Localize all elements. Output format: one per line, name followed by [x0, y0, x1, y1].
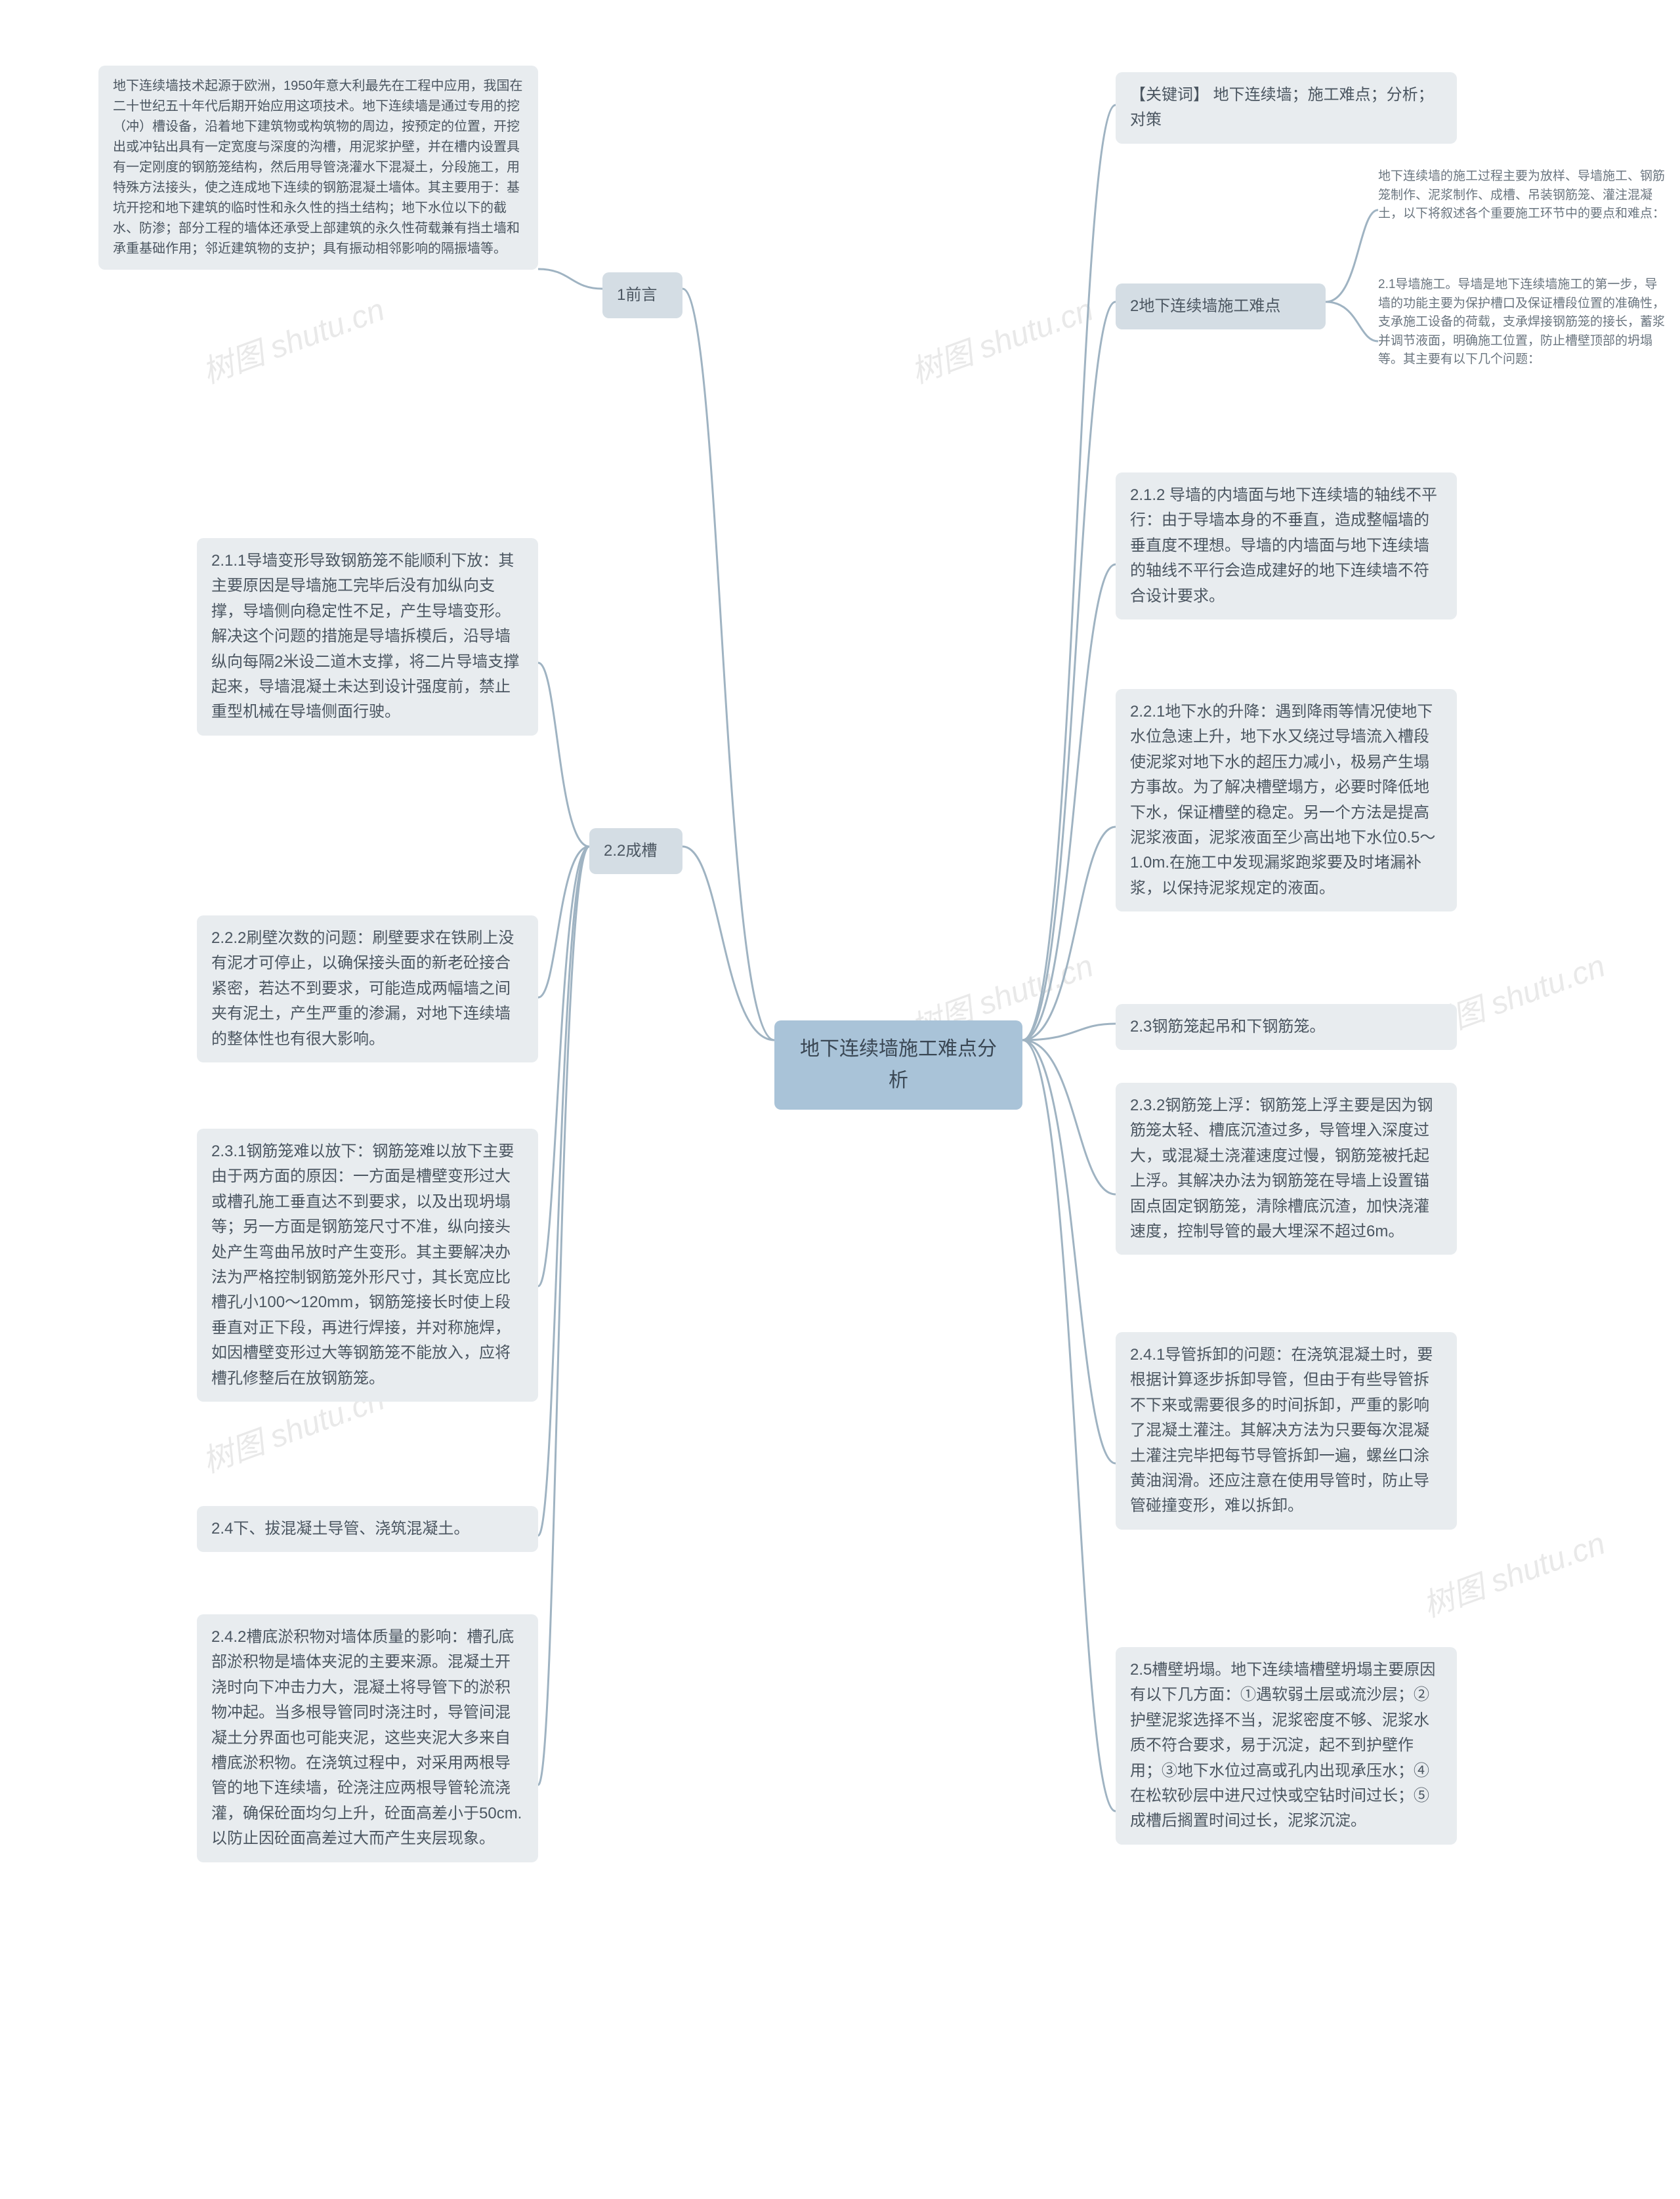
- watermark: 树图 shutu.cn: [195, 283, 390, 392]
- node-2-2-label: 2.2成槽: [589, 828, 682, 874]
- keywords: 【关键词】 地下连续墙；施工难点；分析；对策: [1116, 72, 1457, 144]
- node-2-2-2: 2.2.2刷壁次数的问题：刷壁要求在铁刷上没有泥才可停止，以确保接头面的新老砼接…: [197, 915, 538, 1062]
- node-2-4-label: 2.4下、拔混凝土导管、浇筑混凝土。: [197, 1506, 538, 1552]
- node-2-4-1: 2.4.1导管拆卸的问题：在浇筑混凝土时，要根据计算逐步拆卸导管，但由于有些导管…: [1116, 1332, 1457, 1530]
- watermark: 树图 shutu.cn: [904, 283, 1099, 392]
- intro-paragraph: 地下连续墙技术起源于欧洲，1950年意大利最先在工程中应用，我国在二十世纪五十年…: [98, 66, 538, 270]
- node-2-4-2: 2.4.2槽底淤积物对墙体质量的影响：槽孔底部淤积物是墙体夹泥的主要来源。混凝土…: [197, 1614, 538, 1862]
- node-2-3-2: 2.3.2钢筋笼上浮：钢筋笼上浮主要是因为钢筋笼太轻、槽底沉渣过多，导管埋入深度…: [1116, 1083, 1457, 1255]
- node-2-label: 2地下连续墙施工难点: [1116, 283, 1326, 329]
- node-1-label: 1前言: [602, 272, 682, 318]
- node-2-note2: 2.1导墙施工。导墙是地下连续墙施工的第一步，导墙的功能主要为保护槽口及保证槽段…: [1378, 276, 1667, 369]
- node-2-3-1: 2.3.1钢筋笼难以放下：钢筋笼难以放下主要由于两方面的原因：一方面是槽壁变形过…: [197, 1129, 538, 1402]
- watermark: 树图 shutu.cn: [1416, 1517, 1610, 1625]
- mindmap-canvas: 树图 shutu.cn 树图 shutu.cn 树图 shutu.cn 树图 s…: [0, 0, 1680, 2199]
- node-2-2-1: 2.2.1地下水的升降：遇到降雨等情况使地下水位急速上升，地下水又绕过导墙流入槽…: [1116, 689, 1457, 911]
- node-2-1-2: 2.1.2 导墙的内墙面与地下连续墙的轴线不平行：由于导墙本身的不垂直，造成整幅…: [1116, 472, 1457, 619]
- node-2-5: 2.5槽壁坍塌。地下连续墙槽壁坍塌主要原因有以下几方面：①遇软弱土层或流沙层；②…: [1116, 1647, 1457, 1845]
- node-2-3-label: 2.3钢筋笼起吊和下钢筋笼。: [1116, 1004, 1457, 1050]
- root-node: 地下连续墙施工难点分析: [774, 1020, 1022, 1110]
- node-2-note1: 地下连续墙的施工过程主要为放样、导墙施工、钢筋笼制作、泥浆制作、成槽、吊装钢筋笼…: [1378, 167, 1667, 224]
- node-2-1-1: 2.1.1导墙变形导致钢筋笼不能顺利下放：其主要原因是导墙施工完毕后没有加纵向支…: [197, 538, 538, 736]
